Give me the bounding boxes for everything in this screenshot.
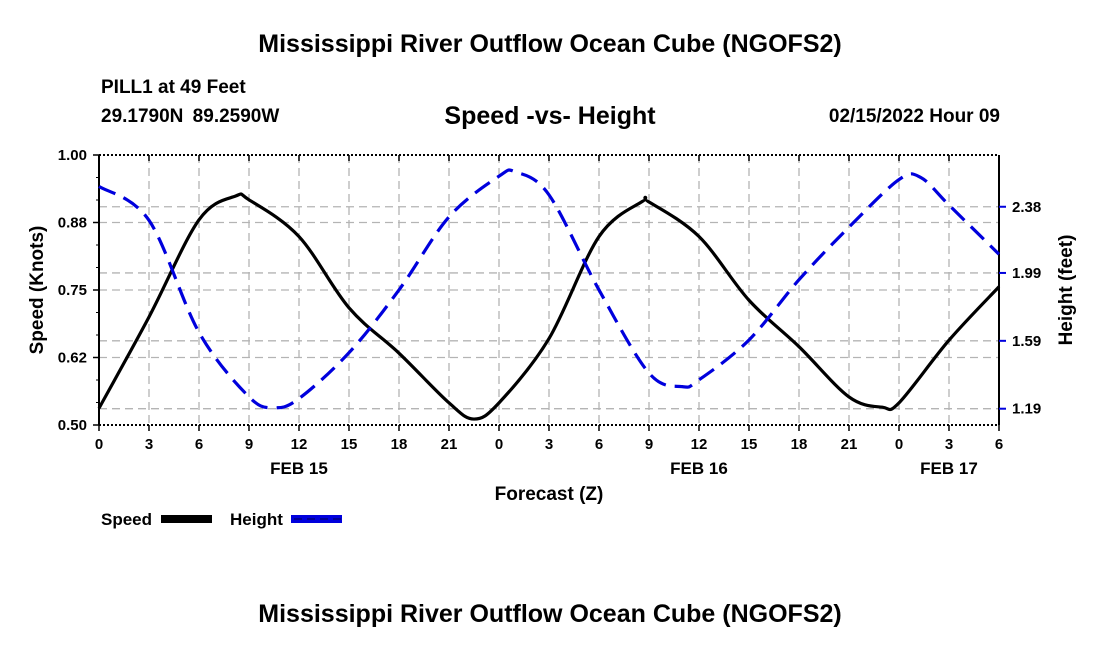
station-coordinates: 29.1790N 89.2590W [101, 106, 280, 127]
x-tick-label: 3 [145, 436, 153, 453]
y2-tick-label: 1.19 [1012, 401, 1041, 418]
x-tick-label: 3 [945, 436, 953, 453]
x-tick-label: 12 [691, 436, 708, 453]
y2-tick-label: 1.99 [1012, 265, 1041, 282]
x-tick-label: 15 [741, 436, 758, 453]
station-label: PILL1 at 49 Feet [101, 77, 246, 98]
y2-axis-title: Height (feet) [1056, 235, 1077, 346]
y-tick-label: 0.62 [58, 350, 87, 367]
x-tick-label: 9 [245, 436, 253, 453]
y2-tick-label: 2.38 [1012, 199, 1041, 216]
series-line-height [98, 168, 1001, 410]
x-tick-label: 6 [995, 436, 1003, 453]
main-title: Mississippi River Outflow Ocean Cube (NG… [258, 30, 842, 58]
y-axis-title: Speed (Knots) [27, 226, 48, 355]
x-tick-label: 18 [791, 436, 808, 453]
x-tick-label: 6 [595, 436, 603, 453]
x-tick-label: 0 [895, 436, 903, 453]
forecast-datetime: 02/15/2022 Hour 09 [828, 106, 1000, 127]
x-tick-label: 0 [495, 436, 503, 453]
x-tick-label: 18 [391, 436, 408, 453]
date-label: FEB 17 [920, 459, 978, 478]
y-tick-label: 1.00 [58, 147, 87, 164]
x-tick-label: 21 [841, 436, 858, 453]
x-tick-label: 9 [645, 436, 653, 453]
legend-label-height: Height [230, 510, 283, 529]
legend-swatch-height [291, 515, 342, 523]
y2-tick-label: 1.59 [1012, 333, 1041, 350]
x-tick-label: 12 [291, 436, 308, 453]
x-tick-label: 15 [341, 436, 358, 453]
y-tick-label: 0.50 [58, 417, 87, 434]
x-tick-label: 0 [95, 436, 103, 453]
y-tick-label: 0.88 [58, 215, 87, 232]
y-tick-label: 0.75 [58, 282, 87, 299]
legend-swatch-speed [161, 515, 212, 523]
x-tick-label: 21 [441, 436, 458, 453]
x-tick-label: 6 [195, 436, 203, 453]
footer-title: Mississippi River Outflow Ocean Cube (NG… [258, 600, 842, 628]
chart-subtitle: Speed -vs- Height [444, 102, 656, 130]
x-tick-label: 3 [545, 436, 553, 453]
series-line-speed [97, 192, 1001, 421]
date-label: FEB 16 [670, 459, 728, 478]
legend-label-speed: Speed [101, 510, 152, 529]
date-label: FEB 15 [270, 459, 328, 478]
x-axis-title: Forecast (Z) [495, 484, 604, 505]
